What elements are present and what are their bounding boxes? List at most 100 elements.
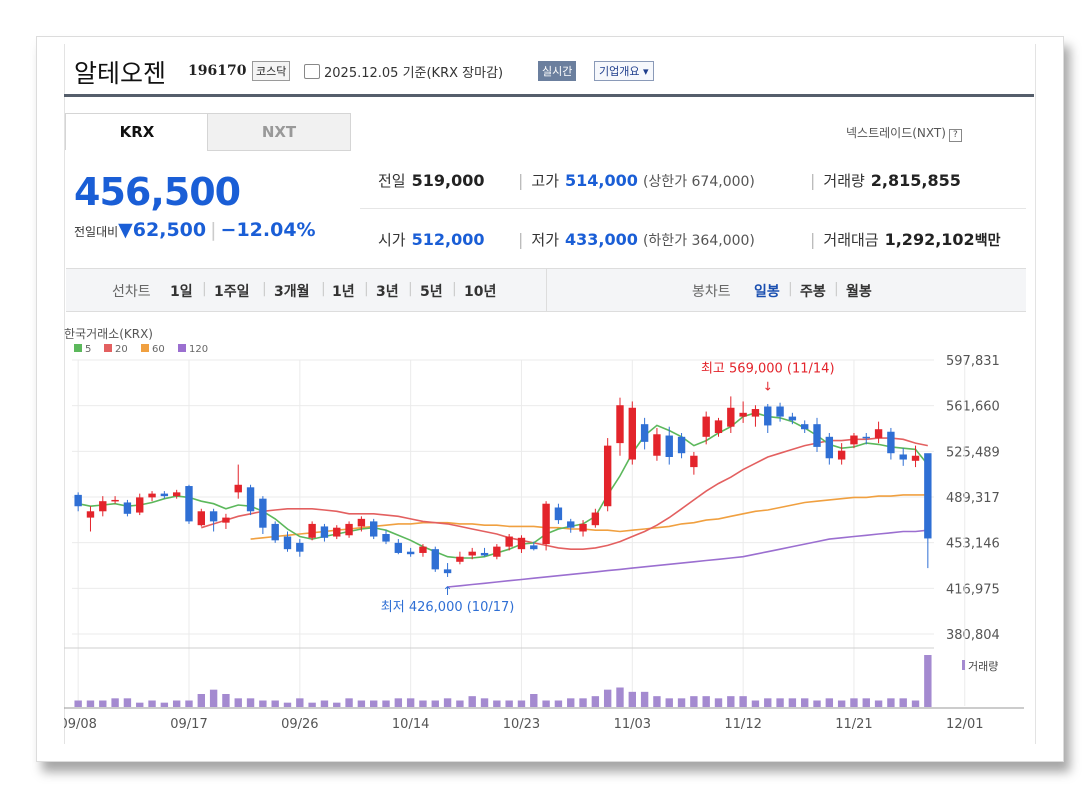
candle-body	[924, 453, 932, 539]
candle-body	[283, 536, 292, 550]
volume-legend-swatch	[962, 660, 965, 670]
candle-body	[579, 523, 587, 532]
volume-bar	[160, 702, 169, 707]
nextrade-label: 넥스트레이드(NXT)	[846, 126, 946, 140]
period-10y[interactable]: 10년	[464, 284, 497, 300]
volume-bar	[197, 694, 205, 707]
divider: |	[210, 219, 217, 241]
high-annotation: 최고 569,000 (11/14)	[701, 361, 835, 376]
stock-name: 알테오젠	[74, 59, 167, 88]
candle-body	[505, 536, 513, 547]
volume-bar	[801, 698, 809, 707]
period-weekly[interactable]: 주봉	[800, 284, 826, 300]
volume-bar	[702, 696, 710, 707]
candle-body	[394, 542, 403, 553]
candle-body	[690, 455, 698, 468]
tab-nxt[interactable]: NXT	[207, 113, 351, 151]
legend-label: 120	[189, 344, 208, 355]
x-tick-label: 10/14	[392, 717, 429, 732]
candle-body	[591, 512, 600, 526]
volume-bar	[554, 700, 563, 707]
sep: |	[202, 281, 207, 297]
content-panel	[64, 44, 1036, 744]
quote-date: 2025.12.05 기준(KRX 장마감)	[324, 66, 504, 81]
y-tick-label: 416,975	[946, 582, 1000, 597]
volume-bar	[739, 696, 747, 707]
legend-swatch	[74, 344, 82, 352]
volume-bar	[874, 700, 883, 707]
volume-bar	[443, 698, 452, 707]
tab-krx[interactable]: KRX	[65, 113, 209, 150]
volume-bar	[653, 696, 661, 707]
candle-body	[185, 486, 193, 522]
volume-bar	[727, 696, 735, 707]
period-1d[interactable]: 1일	[170, 284, 193, 300]
current-price: 456,500	[74, 170, 241, 214]
candle-body	[296, 542, 304, 552]
volume-label: 거래량	[823, 172, 865, 190]
candle-body	[308, 523, 316, 538]
volume-bar	[850, 698, 858, 707]
y-tick-label: 489,317	[946, 491, 1000, 506]
period-1y[interactable]: 1년	[332, 284, 355, 300]
volume-bar	[628, 691, 636, 707]
candle-body	[443, 569, 452, 574]
x-tick-label: 09/17	[170, 717, 207, 732]
volume-bar	[505, 700, 513, 707]
volume-bar	[456, 700, 464, 707]
calendar-icon	[304, 64, 320, 79]
candle-body	[468, 551, 476, 556]
period-3m[interactable]: 3개월	[274, 284, 310, 300]
volume-bar	[308, 702, 316, 707]
chart-title: 한국거래소(KRX)	[64, 327, 153, 341]
volume-bar	[690, 696, 698, 707]
nextrade-link[interactable]: 넥스트레이드(NXT)?	[846, 124, 962, 142]
candle-body	[702, 416, 710, 437]
period-5y[interactable]: 5년	[420, 284, 443, 300]
ma60-line	[250, 494, 928, 540]
candle-body	[456, 556, 464, 562]
help-icon[interactable]: ?	[948, 129, 962, 142]
trade-amount: | 거래대금 1,292,102백만	[810, 230, 1001, 249]
open-price: 시가 512,000	[378, 229, 484, 250]
volume-bar	[111, 698, 119, 707]
period-monthly[interactable]: 월봉	[846, 284, 872, 300]
x-tick-label: 11/21	[835, 717, 872, 732]
ma5-line	[78, 411, 929, 559]
corp-info-label: 기업개요	[599, 65, 640, 78]
corp-info-dropdown[interactable]: 기업개요 ▾	[594, 61, 654, 81]
candle-body	[739, 412, 747, 417]
candle-body	[136, 497, 144, 513]
candle-body	[911, 455, 920, 461]
high-value: 514,000	[565, 171, 638, 190]
volume-bar	[924, 655, 932, 707]
period-1w[interactable]: 1주일	[214, 284, 250, 300]
low-value: 433,000	[565, 230, 638, 249]
candle-body	[99, 501, 107, 512]
volume-bar	[394, 698, 403, 707]
volume-bar	[86, 700, 95, 707]
volume-bar	[677, 698, 686, 707]
realtime-button[interactable]: 실시간	[538, 61, 577, 81]
line-chart-label[interactable]: 선차트	[112, 284, 151, 300]
volume-bar	[345, 698, 353, 707]
candle-body	[567, 521, 575, 528]
lower-limit: (하한가 364,000)	[642, 233, 755, 249]
period-daily[interactable]: 일봉	[754, 284, 780, 300]
volume-bar	[788, 698, 797, 707]
legend-label: 20	[115, 344, 128, 355]
candle-chart-label[interactable]: 봉차트	[692, 284, 731, 300]
legend-label: 5	[85, 344, 91, 355]
volume-bar	[899, 698, 907, 707]
price-change: 전일대비▼62,500 | −12.04%	[74, 219, 316, 241]
candle-body	[677, 436, 686, 454]
prev-label: 전일	[378, 172, 406, 190]
candle-body	[776, 406, 784, 417]
volume-bar	[320, 700, 329, 707]
candle-body	[887, 431, 895, 454]
volume-bar	[357, 700, 366, 707]
candle-body	[370, 521, 378, 537]
candle-body	[788, 416, 797, 421]
period-3y[interactable]: 3년	[376, 284, 399, 300]
volume-bar	[825, 698, 834, 707]
